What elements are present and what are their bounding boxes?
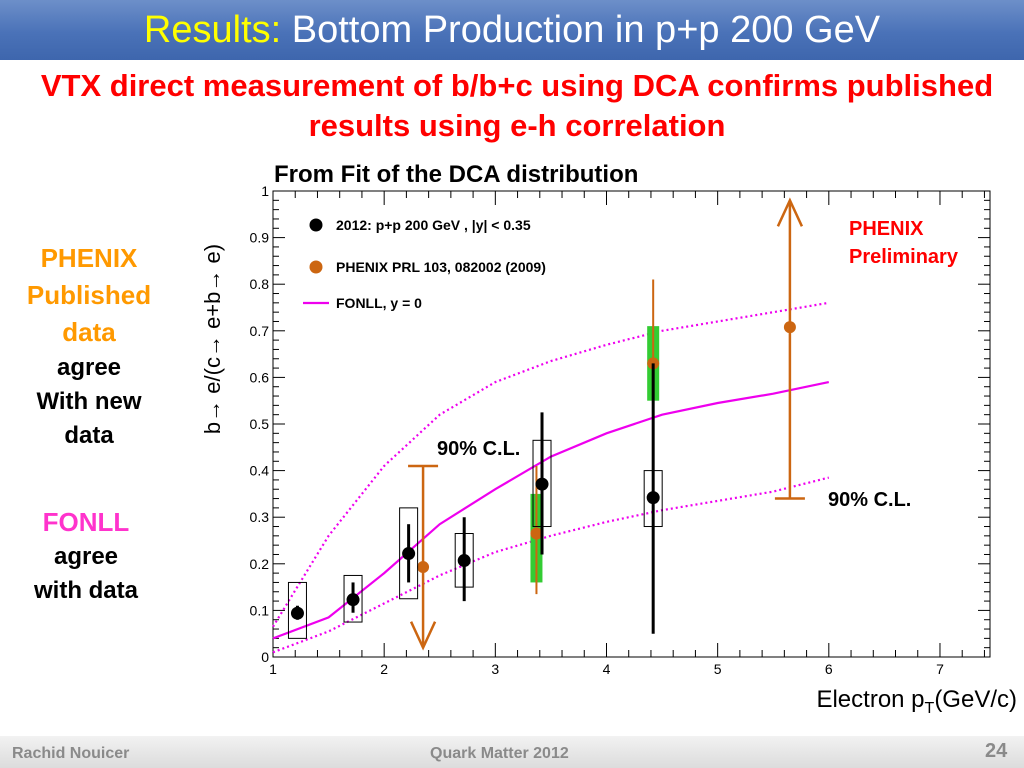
y-tick-label: 1: [261, 183, 269, 199]
y-tick-label: 0.7: [250, 323, 270, 339]
legend: 2012: p+p 200 GeV , |y| < 0.35 PHENIX PRL…: [303, 217, 546, 311]
chart: 2012: p+p 200 GeV , |y| < 0.35 PHENIX PRL…: [200, 161, 1017, 717]
prl-data-point: [417, 561, 430, 574]
x-tick-label: 3: [491, 661, 499, 677]
y-tick-label: 0.6: [250, 369, 270, 385]
footer: Rachid Nouicer Quark Matter 2012 24: [0, 736, 1024, 768]
side-phenix-line: data: [62, 317, 116, 347]
title-rest: Bottom Production in p+p 200 GeV: [281, 9, 881, 51]
vtx-systematic-box: [399, 507, 419, 600]
preliminary-label: PHENIX: [849, 218, 924, 240]
prl-series: [408, 197, 805, 651]
side-phenix-line: With new: [36, 388, 142, 415]
x-tick-label: 5: [714, 661, 722, 677]
y-tick-label: 0: [261, 649, 269, 665]
side-phenix-line: data: [64, 422, 114, 449]
vtx-data-point: [535, 477, 549, 491]
side-phenix-line: Published: [26, 280, 152, 310]
chart-text: 0 0.1 0.2 0.3 0.4 0.5 0.6 0.7 0.8 0.9 1 1 2 3 4 5 6 7 From…: [200, 161, 1017, 717]
fonll-upper-band: [272, 301, 829, 628]
legend-marker: [309, 218, 323, 232]
footer-conference: Quark Matter 2012: [430, 745, 569, 762]
title-bar: Results: Bottom Production in p+p 200 Ge…: [0, 0, 1024, 60]
side-phenix-line: agree: [56, 354, 122, 381]
prl-down-arrow: [409, 621, 437, 651]
y-tick-label: 0.8: [250, 276, 270, 292]
legend-label: FONLL, y = 0: [336, 295, 422, 311]
page-number: 24: [985, 740, 1008, 762]
legend-label: PHENIX PRL 103, 082002 (2009): [336, 259, 546, 275]
y-tick-label: 0.2: [250, 556, 270, 572]
y-tick-label: 0.5: [250, 416, 270, 432]
legend-label: 2012: p+p 200 GeV , |y| < 0.35: [336, 217, 531, 233]
vtx-data-point: [346, 593, 360, 607]
side-note-phenix: PHENIX Published data agree With new dat…: [6, 240, 172, 453]
slide-subtitle: VTX direct measurement of b/b+c using DC…: [40, 68, 994, 143]
x-tick-label: 7: [936, 661, 944, 677]
vtx-systematic-box: [287, 581, 307, 639]
y-tick-label: 0.4: [250, 463, 270, 479]
x-axis-label: Electron pT(GeV/c): [816, 686, 1017, 717]
vtx-data-point: [290, 606, 304, 620]
vtx-data-point: [457, 554, 471, 568]
chart-title: From Fit of the DCA distribution: [274, 161, 638, 188]
side-note-fonll: FONLL agree with data: [6, 504, 166, 608]
confidence-level-label-left: 90% C.L.: [437, 438, 520, 460]
slide-title: Results: Bottom Production in p+p 200 Ge…: [0, 8, 1024, 52]
fonll-lower-band: [272, 476, 830, 654]
prl-data-point: [783, 321, 796, 334]
y-tick-label: 0.1: [250, 602, 270, 618]
chart-frame: [272, 190, 991, 658]
x-tick-label: 6: [825, 661, 833, 677]
confidence-level-label-right: 90% C.L.: [828, 489, 911, 511]
legend-marker: [309, 260, 323, 274]
side-fonll-line: with data: [33, 577, 138, 604]
vtx-series: [287, 363, 663, 639]
side-phenix-line: PHENIX: [40, 243, 138, 273]
footer-author: Rachid Nouicer: [12, 745, 130, 762]
side-fonll-title: FONLL: [42, 507, 130, 537]
vtx-systematic-box: [343, 574, 363, 623]
y-tick-label: 0.9: [250, 230, 270, 246]
y-tick-label: 0.3: [250, 509, 270, 525]
x-tick-label: 2: [380, 661, 388, 677]
x-axis-label-subscript: T: [925, 700, 935, 717]
prl-data-point: [647, 357, 660, 370]
prl-up-arrow: [776, 197, 804, 227]
vtx-data-point: [646, 491, 660, 505]
x-axis-label-unit: (GeV/c): [934, 686, 1017, 713]
prl-data-point: [530, 527, 543, 540]
vtx-data-point: [402, 547, 416, 561]
y-axis-label: b→ e/(c→ e+b→ e): [200, 244, 225, 434]
x-axis-label-main: Electron p: [816, 686, 924, 713]
preliminary-label: Preliminary: [849, 246, 959, 268]
x-tick-label: 1: [269, 661, 277, 677]
x-tick-label: 4: [603, 661, 611, 677]
title-prefix: Results:: [143, 9, 282, 51]
side-fonll-line: agree: [53, 543, 119, 570]
